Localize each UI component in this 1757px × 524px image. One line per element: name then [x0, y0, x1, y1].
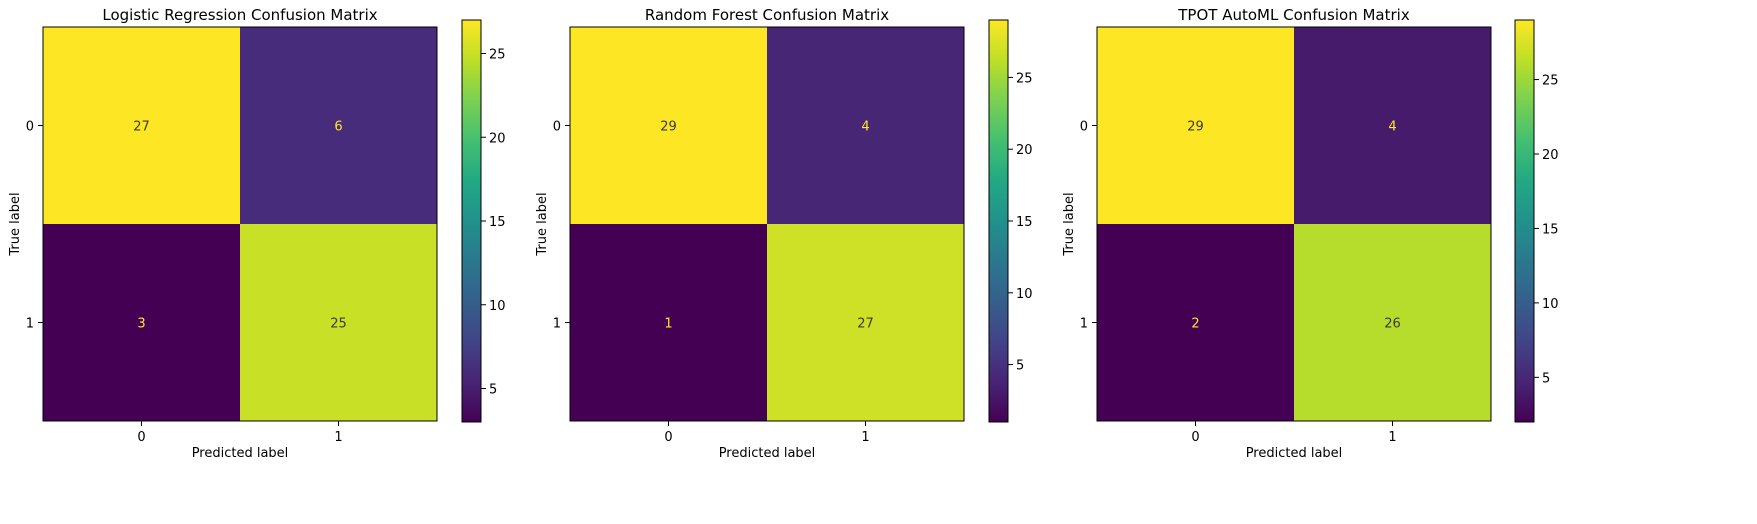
cell-value-label: 29 — [1187, 120, 1204, 135]
colorbar-tick-label: 25 — [1542, 74, 1559, 89]
heatmap-cell — [43, 224, 240, 421]
y-tick-label: 1 — [553, 317, 561, 332]
heatmap-frame — [42, 26, 438, 422]
cell-value-label: 26 — [1384, 317, 1401, 332]
colorbar-tick-label: 10 — [489, 299, 506, 314]
x-tick-label: 1 — [1388, 430, 1396, 445]
cell-value-label: 25 — [330, 317, 347, 332]
cell-value-label: 27 — [133, 120, 150, 135]
colorbar — [461, 19, 482, 423]
colorbar-tick-label: 5 — [489, 383, 497, 398]
heatmap-cell — [570, 224, 767, 421]
heatmap-frame — [1096, 26, 1492, 422]
colorbar-tick-label: 20 — [1016, 143, 1033, 158]
colorbar-tick-label: 15 — [489, 215, 506, 230]
colorbar-tick-label: 20 — [489, 131, 506, 146]
x-axis-label: Predicted label — [1246, 446, 1343, 461]
cell-value-label: 4 — [861, 120, 869, 135]
y-tick-label: 1 — [26, 317, 34, 332]
colorbar-tick-label: 25 — [489, 48, 506, 63]
y-axis-label: True label — [535, 192, 550, 256]
cell-value-label: 29 — [660, 120, 677, 135]
x-tick-label: 1 — [334, 430, 342, 445]
cell-value-label: 1 — [664, 317, 672, 332]
confusion-matrix-panel-0: 27 6 3 25 Logistic Regression Confusion Matr… — [8, 6, 506, 461]
y-tick-label: 0 — [1080, 120, 1088, 135]
x-axis-label: Predicted label — [719, 446, 816, 461]
cell-value-label: 6 — [334, 120, 342, 135]
y-tick-label: 0 — [553, 120, 561, 135]
heatmap-cell — [767, 27, 964, 224]
heatmap-cell — [1294, 27, 1491, 224]
cell-value-label: 3 — [137, 317, 145, 332]
heatmap-cell — [570, 27, 767, 224]
colorbar-tick-label: 5 — [1542, 371, 1550, 386]
y-tick-label: 1 — [1080, 317, 1088, 332]
colorbar-tick-label: 10 — [1542, 297, 1559, 312]
heatmap-cell — [240, 27, 437, 224]
colorbar — [1514, 19, 1535, 423]
chart-title: Random Forest Confusion Matrix — [645, 6, 889, 24]
heatmap-cell — [1294, 224, 1491, 421]
colorbar-tick-label: 20 — [1542, 148, 1559, 163]
y-tick-label: 0 — [26, 120, 34, 135]
heatmap-cell — [1097, 27, 1294, 224]
y-axis-label: True label — [1062, 192, 1077, 256]
colorbar-tick-label: 5 — [1016, 359, 1024, 374]
cell-value-label: 2 — [1191, 317, 1199, 332]
heatmap-cell — [767, 224, 964, 421]
x-tick-label: 1 — [861, 430, 869, 445]
chart-title: Logistic Regression Confusion Matrix — [102, 6, 377, 24]
y-axis-label: True label — [8, 192, 23, 256]
colorbar-tick-label: 15 — [1542, 222, 1559, 237]
colorbar — [988, 19, 1009, 423]
colorbar-tick-label: 15 — [1016, 215, 1033, 230]
x-tick-label: 0 — [1191, 430, 1199, 445]
x-axis-label: Predicted label — [192, 446, 289, 461]
heatmap-cell — [1097, 224, 1294, 421]
heatmap-frame — [569, 26, 965, 422]
x-tick-label: 0 — [664, 430, 672, 445]
heatmap-cell — [240, 224, 437, 421]
colorbar-tick-label: 10 — [1016, 287, 1033, 302]
heatmap-cell — [43, 27, 240, 224]
chart-title: TPOT AutoML Confusion Matrix — [1177, 6, 1410, 24]
cell-value-label: 4 — [1388, 120, 1396, 135]
cell-value-label: 27 — [857, 317, 874, 332]
colorbar-tick-label: 25 — [1016, 71, 1033, 86]
x-tick-label: 0 — [137, 430, 145, 445]
